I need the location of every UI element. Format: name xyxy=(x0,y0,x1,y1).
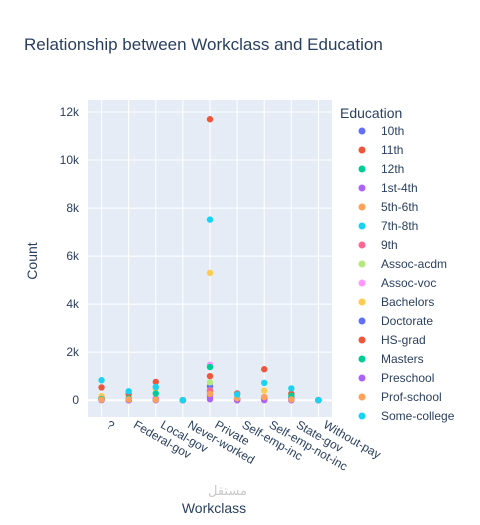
legend-marker xyxy=(358,317,366,325)
legend-item[interactable]: 7th-8th xyxy=(358,219,419,233)
legend-item[interactable]: Assoc-voc xyxy=(358,276,437,290)
legend-label: Masters xyxy=(381,352,424,366)
legend-label: Bachelors xyxy=(381,295,434,309)
legend-label: 7th-8th xyxy=(381,219,418,233)
legend-marker xyxy=(358,260,366,268)
data-point[interactable] xyxy=(152,383,159,391)
data-points xyxy=(98,116,322,404)
y-tick-label: 8k xyxy=(66,201,80,215)
legend-label: Prof-school xyxy=(381,390,442,404)
x-tick-label: ? xyxy=(104,417,117,433)
legend-item[interactable]: Doctorate xyxy=(358,314,434,328)
legend-label: 11th xyxy=(381,143,403,157)
y-tick-label: 10k xyxy=(60,153,80,167)
legend-marker xyxy=(358,203,366,211)
legend-item[interactable]: 1st-4th xyxy=(358,181,418,195)
legend-title: Education xyxy=(340,105,402,121)
data-point[interactable] xyxy=(206,216,214,223)
data-point[interactable] xyxy=(206,396,214,403)
data-point[interactable] xyxy=(98,377,105,384)
legend-label: 9th xyxy=(381,238,398,252)
data-point[interactable] xyxy=(206,363,214,371)
data-point[interactable] xyxy=(152,396,159,403)
x-axis-title: Workclass xyxy=(182,500,246,516)
data-point[interactable] xyxy=(206,269,214,277)
watermark-logo: مستقل xyxy=(208,484,247,499)
legend-label: Doctorate xyxy=(381,314,433,328)
legend-item[interactable]: Bachelors xyxy=(358,295,435,309)
legend-item[interactable]: 5th-6th xyxy=(358,200,419,214)
y-tick-labels: 0 2k 4k 6k 8k 10k 12k xyxy=(60,105,80,407)
legend-item[interactable]: 12th xyxy=(358,162,405,176)
legend-label: 1st-4th xyxy=(381,181,418,195)
legend-marker xyxy=(358,241,366,249)
data-point[interactable] xyxy=(179,396,187,404)
legend-label: HS-grad xyxy=(381,333,426,347)
legend-item[interactable]: HS-grad xyxy=(358,333,426,347)
legend-item[interactable]: Prof-school xyxy=(358,390,442,404)
legend-marker xyxy=(358,279,366,287)
data-point[interactable] xyxy=(98,384,105,391)
data-point[interactable] xyxy=(152,390,159,397)
legend-marker xyxy=(358,355,366,363)
legend-label: Assoc-voc xyxy=(381,276,436,290)
data-point[interactable] xyxy=(152,378,159,386)
data-point[interactable] xyxy=(98,396,105,403)
legend-marker xyxy=(358,298,366,306)
data-point[interactable] xyxy=(206,390,214,398)
data-point[interactable] xyxy=(261,387,268,394)
data-point[interactable] xyxy=(288,396,295,403)
data-point[interactable] xyxy=(261,379,268,387)
gridlines xyxy=(88,100,332,417)
legend-label: Preschool xyxy=(381,371,434,385)
legend-marker xyxy=(358,393,366,401)
data-point[interactable] xyxy=(261,366,268,373)
data-point[interactable] xyxy=(261,393,268,401)
legend-marker xyxy=(358,146,366,154)
legend-label: 10th xyxy=(381,124,404,138)
legend-item[interactable]: Masters xyxy=(358,352,424,366)
data-point[interactable] xyxy=(233,391,241,398)
data-point[interactable] xyxy=(206,372,214,380)
legend-label: 5th-6th xyxy=(381,200,418,214)
y-tick-label: 12k xyxy=(60,105,80,119)
legend-item[interactable]: 9th xyxy=(358,238,398,252)
y-tick-label: 4k xyxy=(66,297,80,311)
legend-item[interactable]: 10th xyxy=(358,124,405,138)
data-point[interactable] xyxy=(206,116,214,123)
legend[interactable]: 10th 11th 12th 1st-4th 5th-6th 7th-8th 9th Asso… xyxy=(358,124,455,423)
data-point[interactable] xyxy=(125,388,132,395)
data-point[interactable] xyxy=(288,385,295,392)
x-tick-labels: ? Federal-govLocal-govNever-workedPrivate… xyxy=(104,417,383,473)
legend-marker xyxy=(358,412,366,420)
data-point[interactable] xyxy=(315,396,322,404)
data-point[interactable] xyxy=(206,379,214,386)
legend-label: 12th xyxy=(381,162,404,176)
legend-marker xyxy=(358,222,366,230)
legend-item[interactable]: Preschool xyxy=(358,371,435,385)
legend-label: Some-college xyxy=(381,409,455,423)
legend-label: Assoc-acdm xyxy=(381,257,447,271)
legend-marker xyxy=(358,165,366,173)
y-tick-label: 0 xyxy=(72,393,79,407)
y-axis-title: Count xyxy=(24,242,40,279)
legend-item[interactable]: 11th xyxy=(358,143,404,157)
data-point[interactable] xyxy=(125,396,132,403)
chart-title: Relationship between Workclass and Educa… xyxy=(24,35,383,54)
legend-marker xyxy=(358,374,366,382)
y-tick-label: 2k xyxy=(66,345,80,359)
legend-item[interactable]: Some-college xyxy=(358,409,455,423)
legend-item[interactable]: Assoc-acdm xyxy=(358,257,448,271)
legend-marker xyxy=(358,336,366,344)
legend-marker xyxy=(358,127,366,135)
y-tick-label: 6k xyxy=(66,249,80,263)
legend-marker xyxy=(358,184,366,192)
